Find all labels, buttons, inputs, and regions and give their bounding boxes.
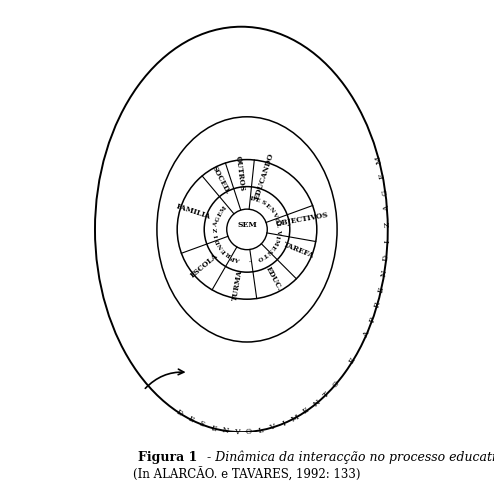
Text: T: T [262,251,268,258]
Text: E: E [264,203,271,209]
Text: EDUC.: EDUC. [264,266,283,293]
Text: D: D [249,196,255,202]
Text: E: E [217,211,223,217]
Text: SOCED.: SOCED. [209,164,232,195]
Text: .: . [248,258,250,263]
Text: - Dinâmica da interacção no processo educativo: - Dinâmica da interacção no processo edu… [207,451,494,464]
Text: E: E [209,424,217,433]
Text: N: N [221,426,229,436]
Text: P: P [230,254,236,260]
Text: N: N [217,243,224,249]
Text: TAREFA: TAREFA [283,241,316,260]
Text: I: I [383,239,392,243]
Text: P: P [368,316,377,324]
Text: L: L [257,426,264,435]
Text: O: O [246,428,252,436]
Text: EDUCANDO: EDUCANDO [253,151,276,200]
Text: O: O [273,217,280,223]
Text: Figura 1: Figura 1 [138,451,198,464]
Text: V: V [269,423,276,432]
Text: E: E [376,286,386,293]
Text: A: A [362,330,371,338]
Text: A: A [213,222,219,227]
Text: I: I [281,419,287,428]
Text: SEM: SEM [237,221,257,229]
Text: OBJECTIVOS: OBJECTIVOS [276,211,329,228]
Text: S: S [260,199,266,206]
Text: A: A [236,256,241,262]
Text: D: D [382,254,391,261]
Text: V: V [234,428,240,436]
Text: I: I [214,234,219,238]
Text: O: O [257,254,264,261]
Text: N: N [268,206,275,214]
Text: OUTROS: OUTROS [234,155,247,192]
Text: R: R [225,251,232,258]
Text: D: D [175,408,184,418]
Text: L: L [275,223,281,228]
Text: ESCOLA: ESCOLA [188,252,219,279]
Text: G: G [214,216,221,222]
Text: E: E [301,407,311,416]
Text: Z: Z [384,222,392,227]
Text: N: N [266,247,273,255]
Text: M: M [290,412,300,423]
Text: I: I [274,234,280,239]
Text: FAMILIA: FAMILIA [175,203,212,221]
Text: (In ALARCÃO. e TAVARES, 1992: 133): (In ALARCÃO. e TAVARES, 1992: 133) [133,468,361,482]
Text: V: V [271,212,278,218]
Text: E: E [255,197,261,203]
Text: R: R [372,301,382,309]
Text: E: E [378,172,387,179]
Text: O: O [331,380,341,389]
Text: M: M [219,205,227,214]
Text: N: N [380,270,389,277]
Text: D: D [215,238,222,245]
Text: M: M [272,238,279,246]
Text: E: E [348,356,358,365]
Text: M: M [374,155,384,165]
Text: S: S [198,420,206,429]
Text: T: T [322,390,331,399]
Text: A: A [383,205,391,211]
Text: G: G [381,188,390,195]
Text: E: E [221,247,228,254]
Text: E: E [269,244,276,250]
Text: TURMA: TURMA [231,269,244,301]
Text: E: E [186,414,195,424]
Text: Z: Z [213,228,218,232]
Text: V: V [275,228,281,233]
Text: N: N [311,398,322,409]
